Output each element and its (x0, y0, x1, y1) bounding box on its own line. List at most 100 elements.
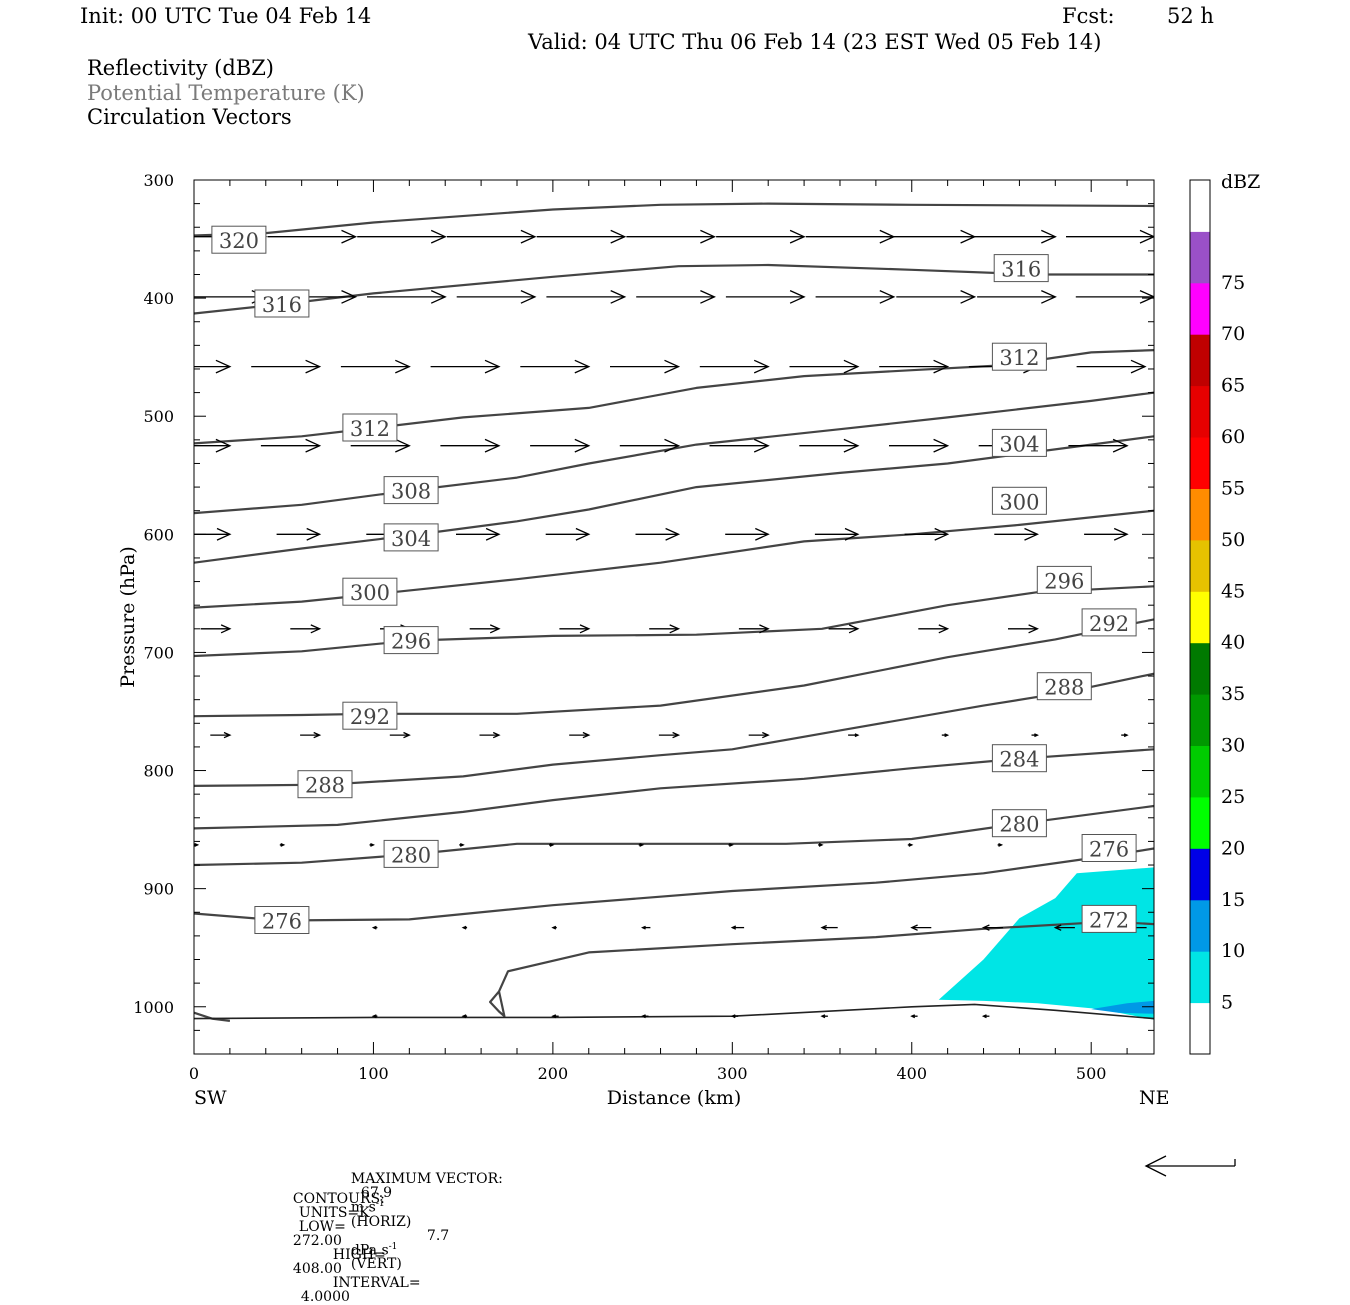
circulation-vector-head (848, 624, 860, 634)
circulation-vector-head (1041, 290, 1057, 304)
contour-label-text: 292 (1089, 612, 1129, 636)
y-tick-label: 300 (143, 171, 174, 190)
circulation-vector-head (641, 1014, 646, 1019)
contour-label-box (383, 523, 439, 552)
contour-label-292: 292 (342, 701, 398, 730)
circulation-vector-head (933, 359, 950, 374)
y-tick-label: 800 (143, 762, 174, 781)
contour-label-text: 312 (350, 417, 390, 441)
circulation-vector-head (753, 359, 770, 374)
circulation-vector-head (820, 924, 827, 931)
circulation-vector-head (371, 1014, 377, 1019)
contour-label-box (342, 701, 398, 730)
circulation-vector-head (730, 1014, 736, 1019)
contour-label-288: 288 (297, 770, 353, 799)
circulation-vector-head (843, 359, 860, 374)
circulation-vector-head (664, 359, 681, 374)
contour-label-box (342, 413, 398, 442)
theta-contour-292 (194, 618, 1154, 718)
circulation-vector-head (484, 438, 501, 453)
circulation-vector-head (215, 359, 232, 374)
theta-contour-308 (194, 391, 1154, 515)
colorbar-swatch (1190, 694, 1210, 746)
contour-label-292: 292 (1081, 608, 1137, 637)
contour-label-box (991, 342, 1047, 371)
theta-contour-280 (194, 804, 1154, 867)
x-tick-label: 400 (896, 1064, 927, 1083)
circulation-vector-head (370, 843, 375, 847)
field-reflectivity: Reflectivity (dBZ) (87, 56, 275, 80)
contour-label-text: 288 (305, 774, 345, 798)
circulation-vector-head (665, 527, 681, 541)
circulation-vector-head (582, 731, 591, 739)
x-tick-label: 200 (538, 1064, 569, 1083)
colorbar-swatch (1190, 642, 1210, 695)
colorbar-tick-label: 25 (1221, 786, 1245, 808)
contour-label-box (254, 289, 310, 318)
circulation-vector-head (639, 843, 645, 847)
contour-label-300: 300 (991, 486, 1047, 515)
init-time: Init: 00 UTC Tue 04 Feb 14 (80, 4, 372, 28)
circulation-vector-head (818, 843, 824, 847)
colorbar-tick-label: 70 (1221, 323, 1245, 345)
colorbar-tick-label: 35 (1221, 683, 1245, 705)
contour-label-text: 276 (1089, 838, 1129, 862)
contour-label-text: 276 (262, 910, 302, 934)
colorbar-tick-label: 55 (1221, 477, 1245, 499)
circulation-vector-head (934, 527, 950, 541)
circulation-vector-head (371, 925, 377, 930)
forecast-label: Fcst: (1062, 4, 1115, 28)
circulation-vector-head (484, 359, 501, 374)
circulation-vector-head (879, 290, 896, 304)
circulation-vector-head (910, 1014, 916, 1019)
circulation-vector-head (759, 624, 770, 634)
circulation-vector-head (1139, 229, 1154, 244)
circulation-vector-head (641, 925, 646, 930)
colorbar-swatch (1190, 539, 1210, 592)
circulation-vector-head (459, 843, 465, 847)
theta-contour-296 (194, 585, 1154, 658)
contour-label-text: 280 (999, 813, 1039, 837)
contour-label-text: 304 (999, 432, 1039, 456)
theta-contour-300 (194, 509, 1154, 609)
contour-label-box (993, 254, 1049, 283)
colorbar-swatch (1190, 488, 1210, 541)
colorbar-swatch (1190, 591, 1210, 644)
circulation-vector-head (938, 624, 950, 634)
contour-label-box (991, 744, 1047, 773)
colorbar-swatch (1190, 180, 1210, 232)
circulation-vector-head (215, 438, 232, 453)
circulation-vector-head (700, 290, 716, 304)
contour-label-300: 300 (342, 577, 398, 606)
max-horiz-value: 67.9 (360, 1185, 393, 1201)
circulation-vector-head (280, 843, 286, 847)
contour-label-text: 280 (391, 843, 431, 867)
valid-time: Valid: 04 UTC Thu 06 Feb 14 (23 EST Wed … (528, 30, 1102, 54)
contours-line: CONTOURS: UNITS=K LOW= 272.00 HIGH= 408.… (284, 1178, 421, 1304)
circulation-vector-head (551, 1014, 557, 1019)
contour-label-text: 320 (219, 229, 259, 253)
circulation-vector-head (306, 527, 322, 541)
circulation-vector-head (305, 438, 322, 453)
x-right-label-ne: NE (1139, 1087, 1170, 1109)
contour-label-316: 316 (254, 289, 310, 318)
theta-contour-272 (194, 1011, 231, 1022)
colorbar-tick-label: 50 (1221, 529, 1245, 551)
circulation-vector-head (489, 624, 501, 634)
contour-label-text: 284 (999, 748, 1039, 772)
contours-interval: 4.0000 (300, 1289, 350, 1305)
reflectivity-area-10dbz (1091, 1000, 1154, 1014)
contour-label-box (1081, 608, 1137, 637)
circulation-vector-head (341, 290, 358, 304)
contour-label-box (211, 225, 267, 254)
circulation-vector-head (981, 1014, 987, 1019)
theta-contour-276 (194, 847, 1154, 922)
circulation-vector-head (981, 924, 990, 931)
circulation-vector-head (574, 359, 591, 374)
circulation-vector-head (313, 731, 322, 739)
circulation-vector-head (194, 843, 200, 847)
contour-label-box (297, 770, 353, 799)
circulation-vector-head (730, 925, 737, 930)
colorbar-swatch (1190, 1002, 1210, 1055)
circulation-vector-head (610, 290, 627, 304)
